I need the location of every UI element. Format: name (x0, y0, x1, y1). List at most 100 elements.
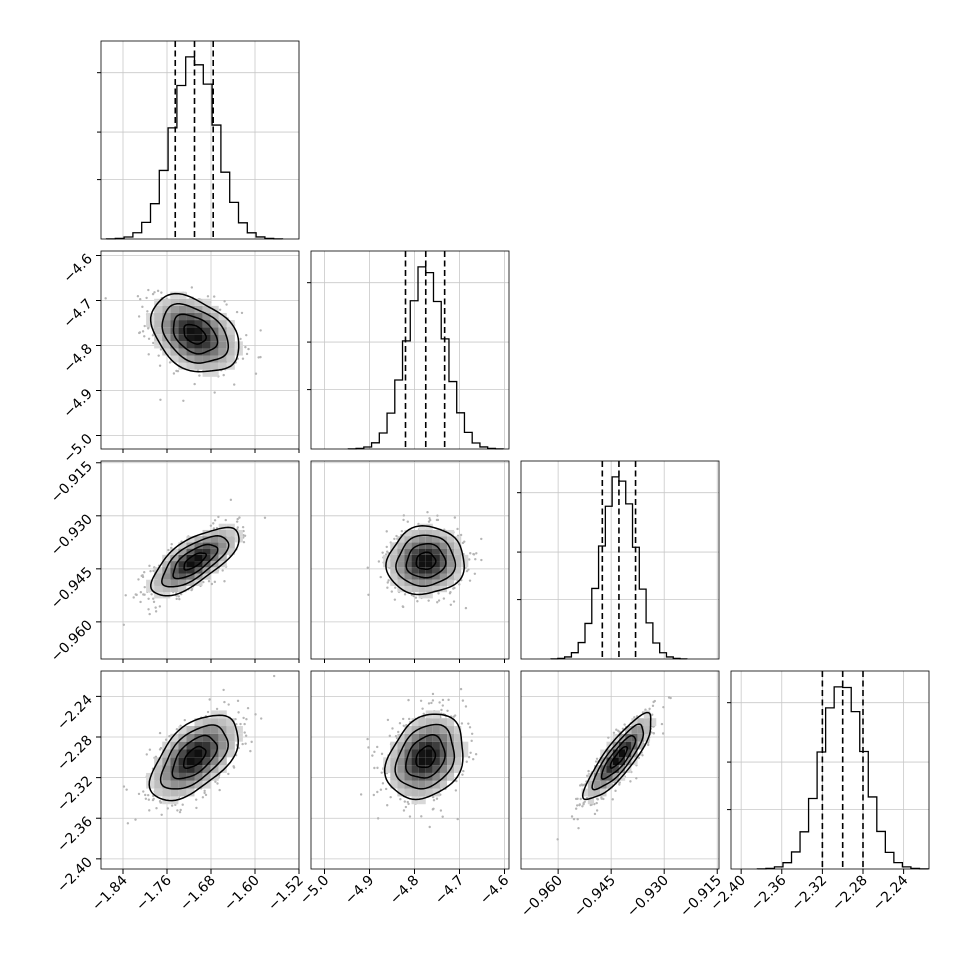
density-cell (606, 749, 613, 758)
sample-point (472, 757, 475, 761)
sample-point (393, 598, 397, 601)
y-tick-label: −2.24 (54, 692, 96, 734)
density-cell (186, 579, 195, 586)
contour-3 (159, 724, 229, 790)
sample-point (152, 600, 156, 604)
density-cell (606, 765, 613, 773)
density-cell (454, 554, 462, 562)
density-cell (154, 334, 163, 342)
density-cell (202, 726, 211, 734)
sample-point (152, 597, 155, 600)
density-cell (447, 741, 455, 750)
density-cell (631, 726, 638, 734)
sample-point (614, 789, 617, 793)
sample-point (667, 696, 671, 699)
sample-point (179, 808, 182, 812)
y-tick-label: −0.930 (48, 511, 96, 559)
sample-point (380, 771, 383, 774)
x-tick-label: −0.930 (624, 873, 672, 921)
sample-point (366, 566, 369, 569)
sample-point (595, 757, 599, 760)
density-cell (202, 548, 211, 555)
sample-point (572, 817, 576, 821)
sample-point (218, 788, 221, 792)
scatter-panel-4-3 (520, 670, 720, 870)
panel-frame (310, 460, 510, 660)
density-cell (411, 726, 419, 734)
sample-point (407, 698, 410, 702)
density-cell (425, 573, 433, 580)
contour-1 (415, 745, 437, 769)
density-cell (454, 567, 462, 574)
sample-point (660, 722, 664, 726)
density-cell (202, 765, 211, 773)
sample-point (235, 723, 238, 726)
density-cell (154, 765, 163, 773)
sample-point (387, 579, 390, 582)
density-cell (178, 312, 187, 321)
panel-content (101, 671, 299, 869)
sample-point (158, 605, 162, 608)
density-cell (186, 757, 195, 766)
sample-point (384, 787, 388, 791)
density-cell (178, 749, 187, 758)
density-cell (425, 757, 433, 766)
density-cell (226, 548, 235, 555)
sample-point (441, 704, 444, 707)
panel-frame (100, 460, 300, 660)
density-cell (594, 772, 601, 781)
sample-point (209, 524, 213, 527)
density-cell (397, 788, 405, 797)
density-cell (404, 726, 412, 734)
sample-point (141, 330, 145, 333)
scatter-panel-3-1 (100, 460, 300, 660)
sample-point (589, 803, 592, 807)
histogram-step-3 (550, 476, 688, 660)
density-cell (170, 579, 179, 586)
sample-point (397, 730, 400, 734)
sample-point (436, 601, 439, 604)
contour-1 (182, 745, 207, 770)
sample-point (203, 789, 206, 793)
sample-point (463, 540, 466, 543)
density-cell (170, 733, 179, 742)
density-cell (618, 741, 626, 750)
sample-point (480, 558, 483, 562)
sample-point (430, 701, 433, 705)
sample-point (201, 796, 205, 799)
density-cell (226, 327, 235, 335)
density-cell (154, 780, 163, 789)
density-cell (202, 542, 211, 549)
density-cell (218, 334, 227, 342)
density-cell (397, 561, 405, 568)
sample-point (468, 726, 472, 729)
sample-point (468, 558, 471, 561)
sample-point (216, 782, 219, 785)
density-cell (194, 320, 203, 328)
contour-4 (385, 525, 465, 596)
y-tick-label: −4.6 (60, 251, 95, 286)
sample-point (437, 599, 441, 602)
density-cell (606, 780, 613, 789)
sample-point (213, 580, 217, 584)
density-cell (418, 765, 426, 773)
density-cell (404, 529, 412, 537)
density-cell (418, 788, 426, 797)
sample-point (662, 705, 665, 709)
sample-point (148, 809, 151, 812)
sample-point (150, 593, 153, 596)
sample-point (160, 813, 163, 816)
density-cell (404, 573, 412, 580)
sample-point (401, 717, 405, 721)
density-cell (194, 341, 203, 349)
density-cell (202, 327, 211, 335)
density-cell (162, 305, 171, 313)
sample-point (139, 600, 142, 604)
density-cell (210, 529, 219, 537)
sample-point (460, 722, 464, 725)
density-cell (154, 573, 163, 580)
sample-point (234, 717, 237, 721)
density-cell (218, 348, 227, 356)
density-cell (404, 561, 412, 568)
density-cell (178, 554, 187, 562)
